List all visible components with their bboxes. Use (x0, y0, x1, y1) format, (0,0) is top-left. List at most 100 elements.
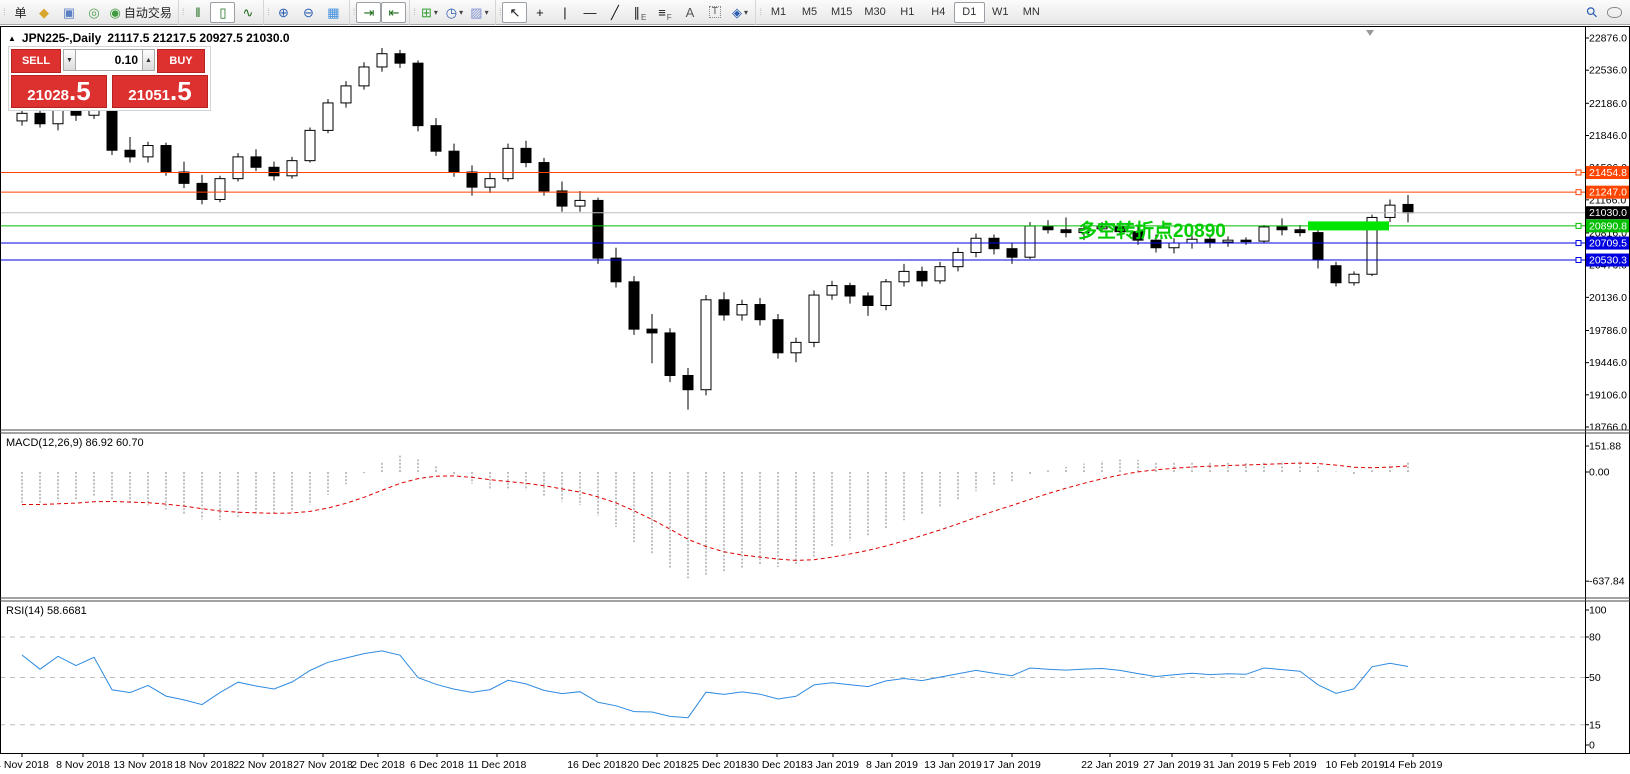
crosshair-button[interactable]: + (536, 4, 544, 20)
bars-chart-button[interactable]: ‖ (195, 4, 201, 20)
date-tick-label: 6 Dec 2018 (410, 759, 464, 771)
candles-chart-button[interactable]: ▯ (210, 1, 236, 23)
candle (232, 156, 244, 180)
candle (1240, 239, 1252, 243)
rsi-axis-label: 50 (1589, 672, 1601, 684)
search-icon[interactable]: ⚲ (1582, 2, 1601, 21)
tf-m1-button[interactable]: M1 (770, 6, 787, 18)
volume-increase-button[interactable]: ▲ (142, 49, 155, 71)
candle (1258, 226, 1270, 242)
candle (790, 341, 802, 354)
line-handle[interactable] (1575, 189, 1582, 196)
autotrading-button[interactable]: ◉ 自动交易 (109, 4, 172, 20)
price-line-label (1586, 206, 1630, 220)
date-tick-label: 31 Jan 2019 (1203, 759, 1261, 771)
cursor-button[interactable]: ↖ (502, 1, 528, 23)
price-tick-label: 22536.0 (1589, 65, 1627, 77)
candle (16, 112, 28, 122)
candle (394, 53, 406, 64)
main-toolbar: ⁞ 单 ◆ ▣ ◎ ◉ 自动交易 ⁞ ‖ ▯ ∿ ⁞ ⊕ ⊖ ▦ ⁞ ⇥ ⇤ ⁞ ⊞ ▾ ◷ ▾ ▨ ▾ ⁞ ↖ + | — ╱ ∥ E ≡ F A T… (0, 0, 1630, 25)
candle (718, 299, 730, 316)
templates-button[interactable]: ▨ ▾ (470, 4, 489, 20)
toolbar-grip: ⁞ (267, 7, 269, 17)
price-tick-label: 19786.0 (1589, 325, 1627, 337)
zoom-out-button[interactable]: ⊖ (302, 4, 314, 20)
line-handle[interactable] (1575, 257, 1582, 264)
candle (610, 257, 622, 283)
signals-icon[interactable]: ◎ (88, 4, 100, 20)
text-button[interactable]: A (685, 4, 695, 20)
new-chart-button[interactable]: ⊞ ▾ (420, 4, 438, 20)
line-handle[interactable] (1575, 240, 1582, 247)
candle (286, 160, 298, 177)
zoom-in-button[interactable]: ⊕ (277, 4, 289, 20)
line-handle[interactable] (1575, 222, 1582, 229)
candle (592, 199, 604, 259)
tf-h1-button[interactable]: H1 (900, 6, 915, 18)
horizontal-line-button[interactable]: — (583, 4, 597, 20)
chart-canvas[interactable]: 多空转折点20890 22876.0 22536.0 22186.0 21846.0 21… (0, 25, 1630, 774)
candle (142, 145, 154, 158)
tf-m15-button[interactable]: M15 (830, 6, 853, 18)
macd-indicator-label: MACD(12,26,9) 86.92 60.70 (6, 437, 144, 449)
trendline-button[interactable]: ╱ (611, 4, 619, 20)
chart-shift-button[interactable]: ⇤ (381, 1, 407, 23)
candle (754, 304, 766, 321)
new-order-button[interactable]: 单 (14, 5, 27, 20)
periods-button[interactable]: ◷ ▾ (445, 4, 464, 20)
rsi-indicator-label: RSI(14) 58.6681 (6, 605, 87, 617)
buy-button[interactable]: BUY (157, 49, 205, 73)
line-chart-button[interactable]: ∿ (242, 4, 254, 20)
toolbar-grip: ⁞ (759, 7, 761, 17)
volume-input[interactable] (76, 49, 142, 71)
chart-window-icon[interactable]: ◆ (39, 4, 50, 20)
fibonacci-button[interactable]: ≡ F (658, 4, 672, 22)
tf-w1-button[interactable]: W1 (992, 6, 1009, 18)
sell-button[interactable]: SELL (11, 49, 61, 73)
channel-button[interactable]: ∥ E (633, 4, 647, 22)
candle (700, 299, 712, 391)
date-tick-label: 20 Dec 2018 (627, 759, 687, 771)
chart-shift-marker[interactable] (1366, 30, 1374, 36)
date-tick-label: 27 Jan 2019 (1143, 759, 1201, 771)
date-tick-label: 17 Jan 2019 (983, 759, 1041, 771)
candle (646, 328, 658, 334)
buy-price-button[interactable]: 21051 .5 (112, 75, 208, 108)
toolbar-grip: ⁞ (3, 7, 5, 17)
candle (1294, 229, 1306, 234)
vertical-line-button[interactable]: | (563, 4, 567, 20)
tile-windows-button[interactable]: ▦ (327, 4, 340, 20)
candle (1348, 273, 1360, 284)
candle (1042, 225, 1054, 231)
candle (1402, 203, 1414, 214)
candle (1384, 204, 1396, 218)
line-handle[interactable] (1575, 169, 1582, 176)
chart-window[interactable]: 多空转折点20890 22876.0 22536.0 22186.0 21846.0 21… (0, 25, 1630, 774)
candle (1114, 226, 1126, 233)
volume-decrease-button[interactable]: ▼ (63, 49, 76, 71)
one-click-collapse-button[interactable]: ▲ (8, 33, 16, 43)
tf-m5-button[interactable]: M5 (801, 6, 818, 18)
macd-signal-line (22, 462, 1409, 561)
candle (880, 281, 892, 306)
autoscroll-button[interactable]: ⇥ (356, 1, 382, 23)
rsi-axis-label: 80 (1589, 632, 1601, 644)
candle (1060, 229, 1072, 234)
chat-icon[interactable] (1607, 6, 1622, 18)
tf-d1-button[interactable]: D1 (953, 1, 985, 23)
one-click-trading-panel: SELL ▼ ▲ BUY 21028 .5 21051 .5 (8, 46, 211, 111)
label-button[interactable]: T (702, 2, 727, 23)
tf-h4-button[interactable]: H4 (931, 6, 946, 18)
svg-text:20890.8: 20890.8 (1589, 220, 1627, 232)
annotation-text[interactable]: 多空转折点20890 (1078, 219, 1226, 242)
tf-mn-button[interactable]: MN (1022, 6, 1040, 18)
publisher-icon[interactable]: ▣ (62, 4, 76, 20)
tf-m30-button[interactable]: M30 (864, 6, 886, 18)
highlight-bar[interactable] (1308, 221, 1389, 231)
toolbar-group: ⁞ ⇥ ⇤ (348, 0, 410, 25)
candle (160, 145, 172, 173)
shapes-button[interactable]: ◈ ▾ (731, 4, 748, 20)
candle (268, 166, 280, 177)
sell-price-button[interactable]: 21028 .5 (11, 75, 107, 108)
toolbar-group: ⁞ ⊞ ▾ ◷ ▾ ▨ ▾ (409, 0, 495, 25)
